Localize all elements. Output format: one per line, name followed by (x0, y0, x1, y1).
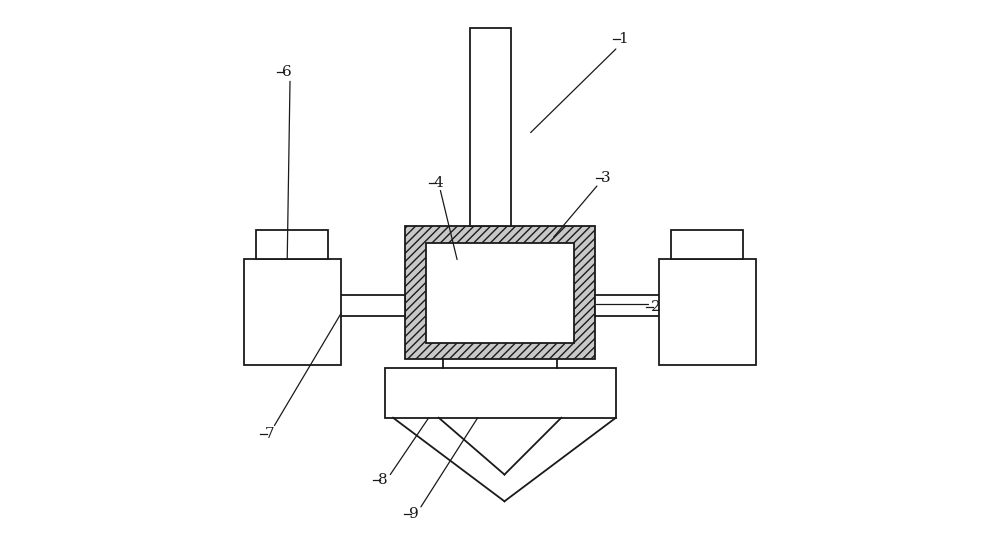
Text: 4: 4 (434, 175, 444, 190)
Text: 3: 3 (601, 171, 611, 185)
Text: 1: 1 (618, 32, 627, 46)
Text: 2: 2 (651, 300, 661, 315)
Text: 8: 8 (378, 473, 388, 487)
Text: 9: 9 (409, 506, 419, 521)
Bar (659, 259, 756, 365)
Bar (595, 295, 692, 316)
Bar (426, 243, 574, 343)
Bar (671, 230, 743, 259)
Bar (244, 259, 341, 365)
Bar (385, 368, 616, 418)
Text: 7: 7 (265, 427, 275, 442)
Bar (470, 28, 511, 226)
Bar (405, 226, 595, 359)
Text: 6: 6 (282, 65, 292, 80)
Bar (256, 230, 328, 259)
Bar (308, 295, 405, 316)
